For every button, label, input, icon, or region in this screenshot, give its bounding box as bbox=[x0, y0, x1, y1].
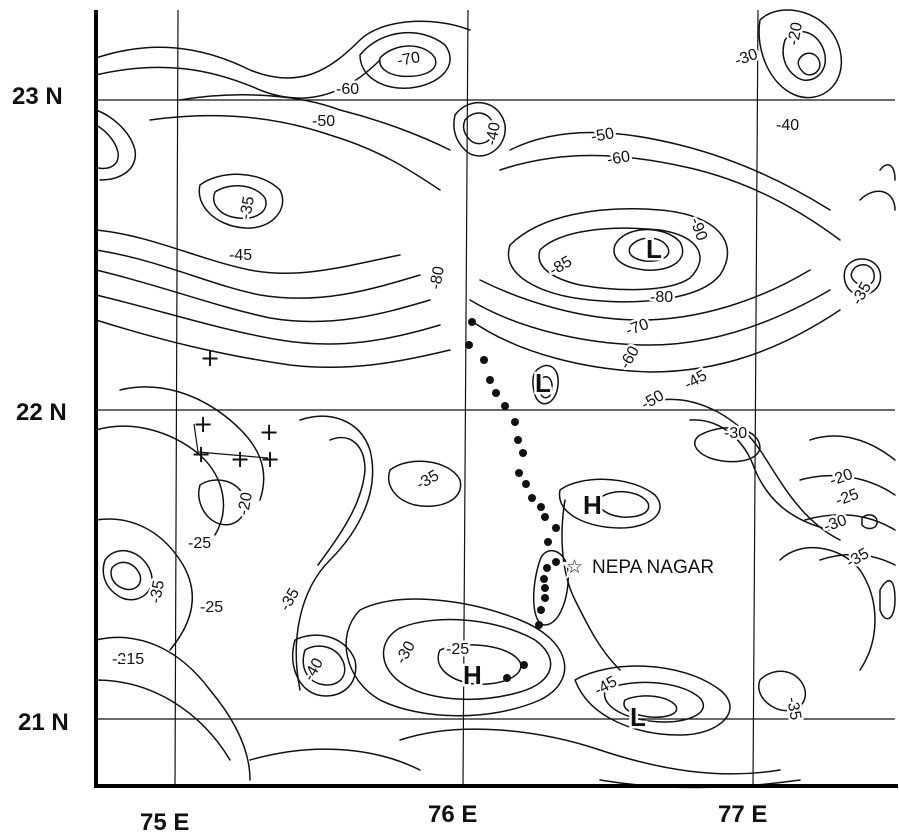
contour-label: -85 bbox=[547, 253, 576, 279]
high-marker: H bbox=[583, 490, 602, 520]
contour-label: -50 bbox=[312, 113, 335, 130]
contour-label: -40 bbox=[776, 117, 799, 134]
station-dot bbox=[540, 575, 548, 583]
station-dot bbox=[486, 376, 494, 384]
contour-label: -20 bbox=[828, 466, 856, 490]
contour-label: -35 bbox=[277, 585, 303, 614]
contour-label: -25 bbox=[200, 599, 223, 616]
station-dot bbox=[541, 513, 549, 521]
longitude-line-76 bbox=[462, 9, 469, 787]
station-dot bbox=[543, 564, 551, 572]
contour-label: -25 bbox=[834, 486, 862, 510]
contour-label: -80 bbox=[427, 265, 448, 291]
longitude-line-75 bbox=[174, 9, 179, 787]
contour-label: -35 bbox=[414, 467, 443, 493]
station-dot bbox=[468, 318, 476, 326]
station-dot bbox=[552, 524, 560, 532]
contour-label: -50 bbox=[590, 125, 616, 146]
station-dot bbox=[522, 480, 530, 488]
station-dot bbox=[511, 418, 519, 426]
station-dot bbox=[514, 436, 522, 444]
contour-lines bbox=[95, 9, 896, 789]
contour-label: -15 bbox=[121, 651, 144, 668]
latitude-label-23n: 23 N bbox=[12, 83, 63, 110]
plus-marker: + bbox=[260, 445, 280, 473]
contour-label: -70 bbox=[396, 49, 422, 70]
latitude-label-21n: 21 N bbox=[18, 709, 69, 736]
contour-label: -80 bbox=[650, 289, 673, 306]
station-dot bbox=[537, 606, 545, 614]
longitude-label-77e: 77 E bbox=[718, 801, 767, 828]
contour-label: -25 bbox=[188, 535, 211, 552]
map-frame bbox=[94, 10, 898, 788]
station-dot bbox=[552, 558, 560, 566]
nepa-nagar-place: ☆ NEPA NAGAR bbox=[564, 555, 717, 581]
contour-label: -60 bbox=[336, 81, 359, 98]
latitude-label-22n: 22 N bbox=[16, 399, 67, 426]
graticule bbox=[96, 9, 895, 787]
station-dot bbox=[520, 661, 528, 669]
longitude-label-75e: 75 E bbox=[140, 809, 189, 836]
plus-connector bbox=[193, 423, 199, 453]
station-dot bbox=[519, 449, 527, 457]
station-dot bbox=[541, 594, 549, 602]
contour-label: -30 bbox=[724, 425, 747, 442]
contour-label: -20 bbox=[785, 21, 806, 47]
high-marker: H bbox=[463, 660, 482, 690]
contour-label: -25 bbox=[446, 641, 469, 658]
station-dot bbox=[480, 356, 488, 364]
plus-marker: + bbox=[230, 445, 250, 473]
contour-label: -20 bbox=[235, 491, 256, 517]
low-marker: L bbox=[535, 368, 551, 398]
plus-markers: + + + + + + bbox=[191, 344, 280, 473]
contour-label: -30 bbox=[733, 46, 761, 70]
contour-label: -45 bbox=[682, 367, 711, 393]
contour-label: -35 bbox=[147, 579, 168, 605]
station-dot bbox=[544, 538, 552, 546]
contour-label: -35 bbox=[783, 696, 804, 722]
contour-label: -60 bbox=[606, 148, 632, 169]
station-dot bbox=[535, 621, 543, 629]
contour-label: -40 bbox=[301, 655, 327, 684]
place-label: NEPA NAGAR bbox=[592, 557, 714, 578]
low-marker: L bbox=[630, 702, 646, 732]
station-dot bbox=[503, 674, 511, 682]
contour-label: -90 bbox=[686, 216, 710, 244]
station-dot bbox=[501, 402, 509, 410]
plus-marker: + bbox=[200, 344, 220, 372]
station-dots bbox=[465, 318, 560, 682]
longitude-label-76e: 76 E bbox=[428, 801, 477, 828]
high-low-markers: L L L H H bbox=[461, 232, 665, 735]
plus-marker: + bbox=[259, 418, 279, 446]
station-dot bbox=[515, 469, 523, 477]
contour-label: -25 bbox=[112, 651, 135, 668]
contour-label: -45 bbox=[592, 673, 621, 699]
contour-label: -30 bbox=[393, 638, 419, 667]
station-dot bbox=[541, 584, 549, 592]
contour-label: -45 bbox=[229, 247, 252, 264]
station-dot bbox=[528, 494, 536, 502]
star-icon: ☆ bbox=[566, 557, 583, 578]
contour-labels: -70 -60 -50 -40 -20 -30 -40 -50 -60 -35 … bbox=[110, 18, 878, 724]
plus-marker: + bbox=[193, 410, 213, 438]
station-dot bbox=[537, 503, 545, 511]
station-dot bbox=[492, 389, 500, 397]
plus-marker: + bbox=[191, 440, 211, 468]
low-marker: L bbox=[646, 234, 662, 264]
plus-connector bbox=[197, 451, 269, 459]
station-dot bbox=[465, 341, 473, 349]
longitude-line-77 bbox=[752, 9, 759, 787]
contour-label: -35 bbox=[844, 545, 873, 571]
contour-label: -60 bbox=[617, 343, 643, 372]
